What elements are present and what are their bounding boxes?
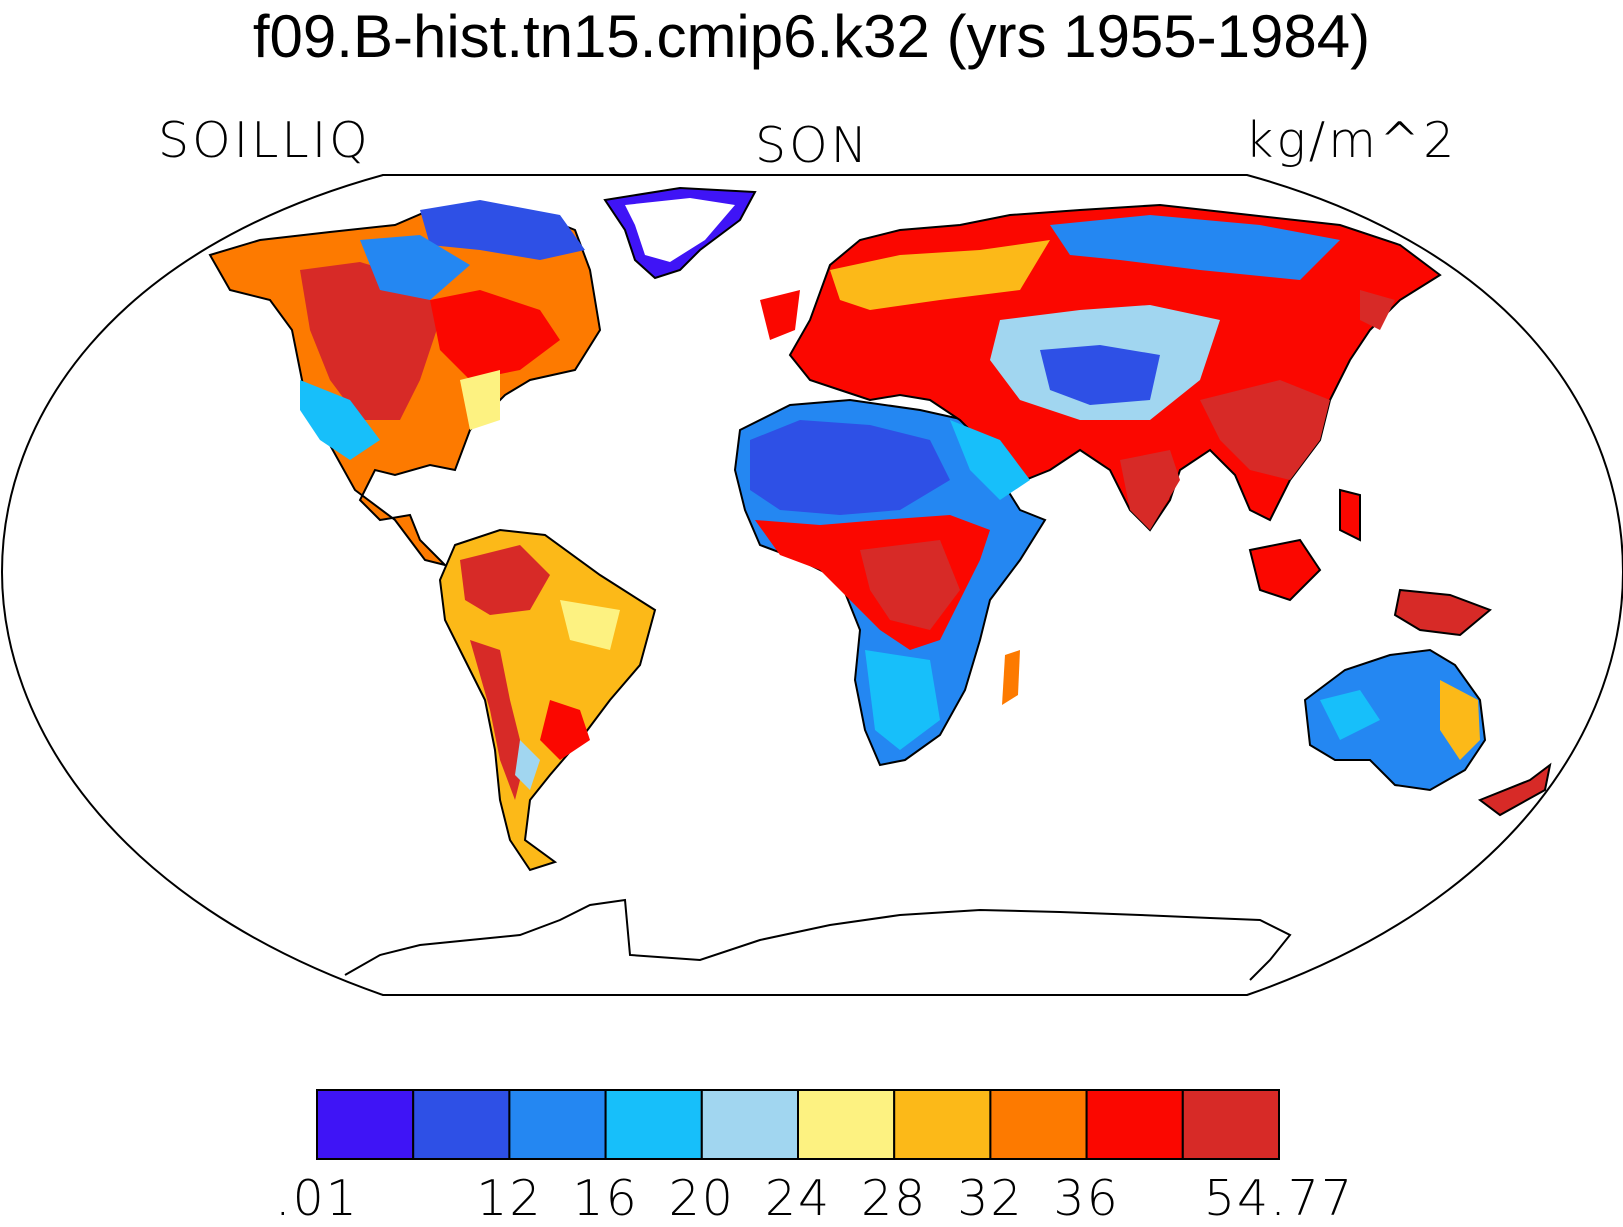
colorbar-box [316,1089,415,1160]
colorbar-label: 36 [1053,1170,1120,1227]
units-label: kg/m^2 [1245,112,1458,169]
variable-name: SOILLIQ [158,112,371,169]
colorbar-label: 20 [668,1170,735,1227]
colorbar-box [1085,1089,1184,1160]
antarctica [344,898,1292,981]
colorbar-box [604,1089,703,1160]
colorbar-box [797,1089,896,1160]
new-zealand [1477,762,1552,817]
colorbar-label: 24 [764,1170,832,1227]
season-label: SON [755,117,871,174]
colorbar-box [1181,1089,1281,1160]
colorbar-box [412,1089,511,1160]
colorbar-box [893,1089,992,1160]
land-fields [208,186,1552,981]
colorbar-label: .01 [275,1170,359,1227]
colorbar-box [989,1089,1088,1160]
maritime-se-asia [1248,538,1322,602]
colorbar-label: 32 [957,1170,1024,1227]
colorbar-box [700,1089,799,1160]
colorbar-box [508,1089,607,1160]
colorbar [316,1089,1281,1160]
colorbar-label: 12 [476,1170,543,1227]
colorbar-label: 54.77 [1203,1170,1355,1227]
colorbar-label: 28 [861,1170,928,1227]
colorbar-label: 16 [572,1170,639,1227]
plot-title: f09.B-hist.tn15.cmip6.k32 (yrs 1955-1984… [252,3,1371,70]
map-border [0,174,1623,996]
